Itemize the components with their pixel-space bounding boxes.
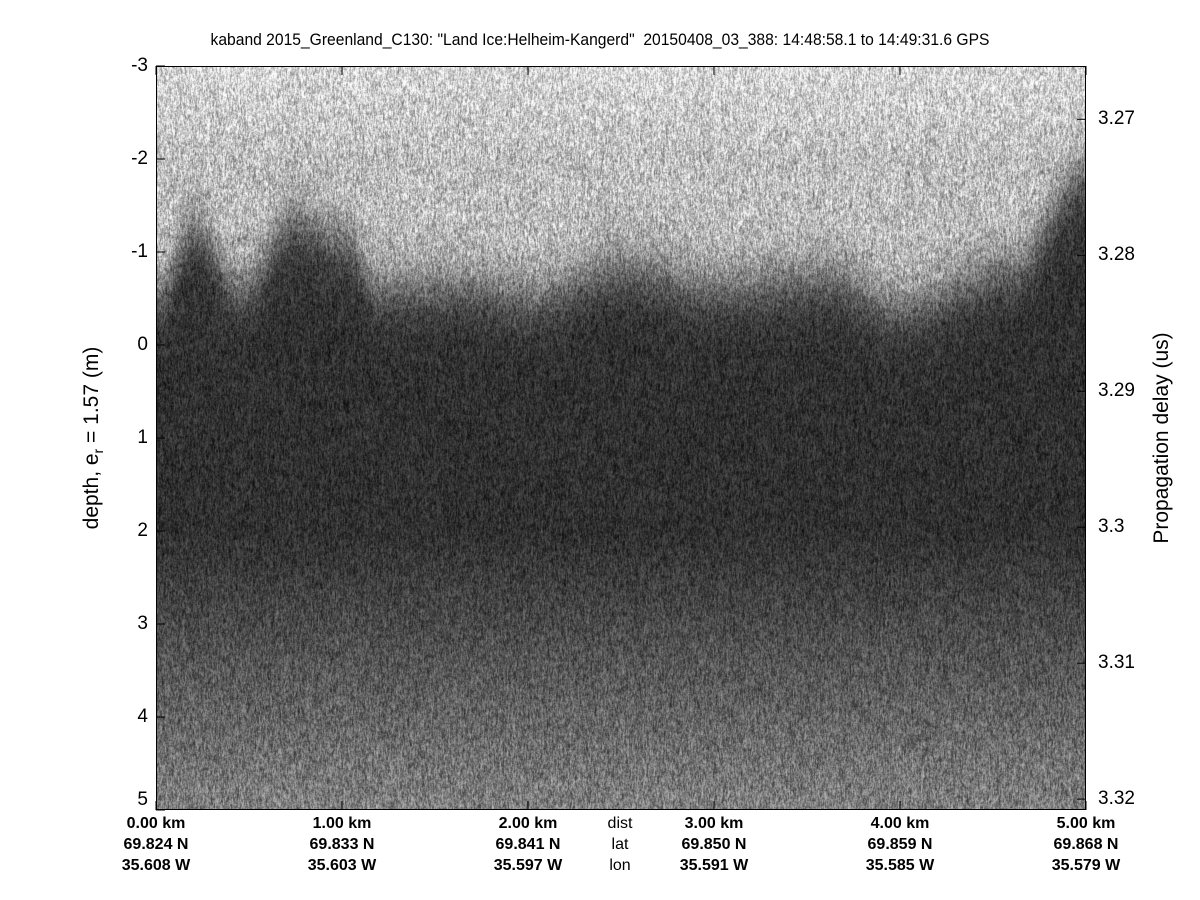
x-tick-lat: 69.824 N <box>123 836 189 853</box>
x-tick-dist: 4.00 km <box>870 815 930 832</box>
y-label-rest: = 1.57 (m) <box>79 346 103 449</box>
y-tick-label: 1 <box>137 427 148 448</box>
plot-area <box>155 65 1087 811</box>
y2-tick-label: 3.27 <box>1098 108 1135 130</box>
y2-tick-label: 3.3 <box>1098 516 1125 538</box>
y-tick-label: 3 <box>137 613 148 634</box>
x-tick-lon: 35.608 W <box>121 857 191 874</box>
x-tick-lat: 69.868 N <box>1053 836 1119 853</box>
y2-axis-label: Propagation delay (us) <box>1150 332 1173 544</box>
x-tick-lat: 69.850 N <box>681 836 747 853</box>
x-tick-dist: 2.00 km <box>498 815 558 832</box>
chart-title: kaband 2015_Greenland_C130: "Land Ice:He… <box>210 30 990 49</box>
x-tick-dist: 0.00 km <box>126 815 186 832</box>
echogram-image <box>156 66 1086 810</box>
y-tick-label: 0 <box>137 334 148 355</box>
y-axis-label: depth, er = 1.57 (m) <box>80 347 106 530</box>
y-tick-label: -2 <box>131 148 148 169</box>
x-tick-lon: 35.585 W <box>865 857 935 874</box>
y2-tick-label: 3.29 <box>1098 380 1135 402</box>
y-tick-label: 2 <box>137 520 148 541</box>
x-row-label-lon: lon <box>609 857 631 874</box>
x-tick-lat: 69.833 N <box>309 836 375 853</box>
x-tick-dist: 1.00 km <box>312 815 372 832</box>
y-label-text: depth, e <box>79 453 103 530</box>
x-row-label-dist: dist <box>607 815 633 832</box>
y2-tick-label: 3.28 <box>1098 244 1135 266</box>
x-tick-dist: 3.00 km <box>684 815 744 832</box>
x-tick-dist: 5.00 km <box>1056 815 1116 832</box>
y-tick-label: 5 <box>137 789 148 810</box>
x-tick-lon: 35.591 W <box>679 857 749 874</box>
y-tick-label: 4 <box>137 706 148 727</box>
y-tick-label: -3 <box>131 55 148 76</box>
x-tick-lon: 35.597 W <box>493 857 563 874</box>
x-tick-lon: 35.603 W <box>307 857 377 874</box>
y2-tick-label: 3.32 <box>1098 788 1135 810</box>
axes-frame <box>155 65 1087 811</box>
x-tick-lat: 69.841 N <box>495 836 561 853</box>
x-tick-lon: 35.579 W <box>1051 857 1121 874</box>
plot-border <box>156 66 1086 810</box>
y2-tick-label: 3.31 <box>1098 652 1135 674</box>
x-tick-lat: 69.859 N <box>867 836 933 853</box>
y-tick-label: -1 <box>131 241 148 262</box>
x-row-label-lat: lat <box>611 836 629 853</box>
y-label-subscript: r <box>90 448 107 454</box>
